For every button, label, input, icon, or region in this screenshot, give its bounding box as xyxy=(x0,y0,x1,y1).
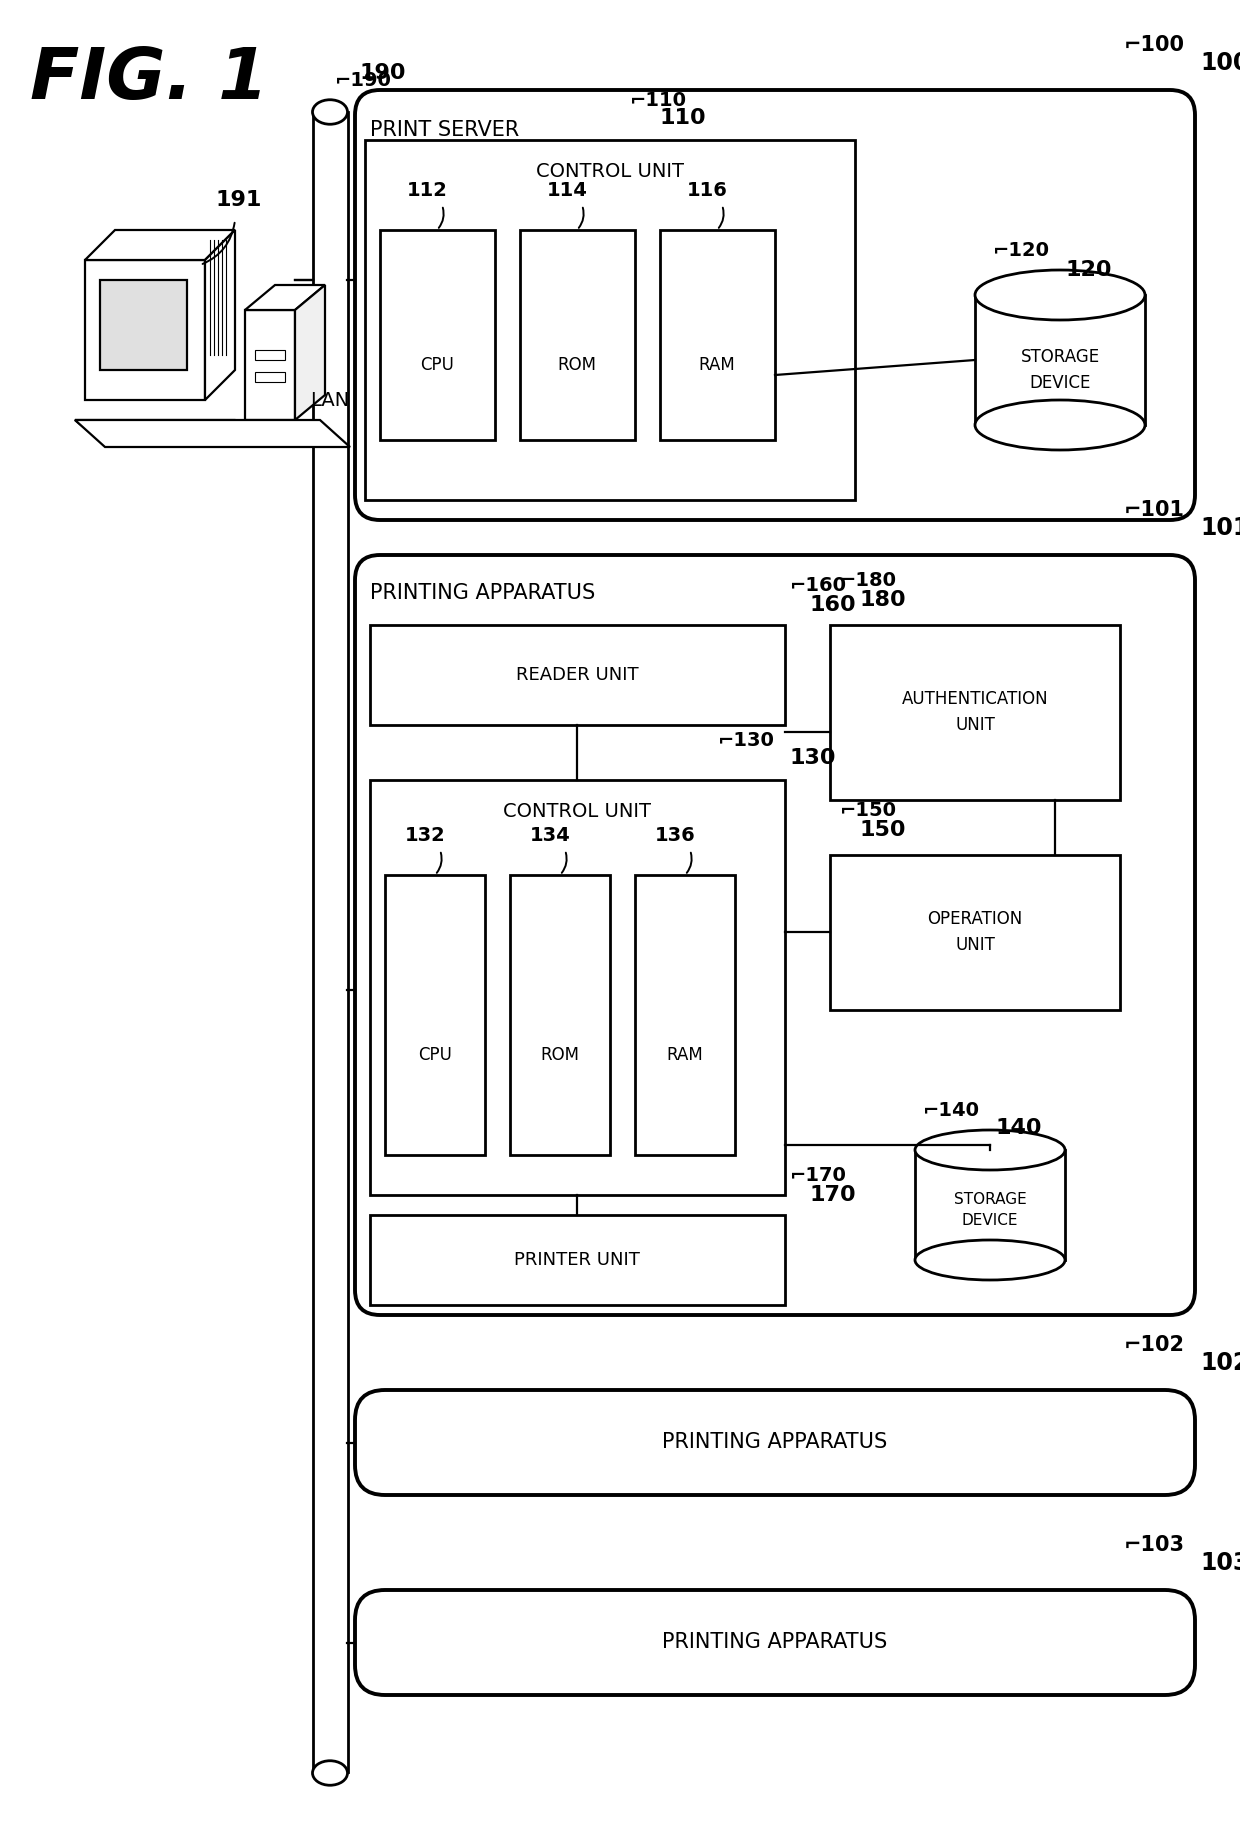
Text: RAM: RAM xyxy=(667,1046,703,1064)
Text: STORAGE
DEVICE: STORAGE DEVICE xyxy=(1021,349,1100,391)
Text: CPU: CPU xyxy=(418,1046,451,1064)
Polygon shape xyxy=(74,421,350,446)
Text: ⌐120: ⌐120 xyxy=(993,241,1050,260)
Bar xyxy=(520,230,635,441)
Text: ⌐130: ⌐130 xyxy=(718,732,775,750)
Bar xyxy=(510,874,610,1154)
Text: 130: 130 xyxy=(790,748,837,768)
Bar xyxy=(379,230,495,441)
Text: 116: 116 xyxy=(687,181,728,199)
Polygon shape xyxy=(86,230,236,260)
Text: 180: 180 xyxy=(861,591,906,611)
Text: ROM: ROM xyxy=(541,1046,579,1064)
Text: AUTHENTICATION
UNIT: AUTHENTICATION UNIT xyxy=(901,691,1048,733)
Text: 140: 140 xyxy=(994,1118,1042,1138)
Text: 120: 120 xyxy=(1065,260,1111,280)
Text: FIG. 1: FIG. 1 xyxy=(30,46,268,113)
Bar xyxy=(384,874,485,1154)
Text: PRINT SERVER: PRINT SERVER xyxy=(370,121,520,141)
Text: PRINTING APPARATUS: PRINTING APPARATUS xyxy=(662,1432,888,1452)
Text: 170: 170 xyxy=(810,1185,857,1205)
Bar xyxy=(660,230,775,441)
Ellipse shape xyxy=(915,1240,1065,1280)
Polygon shape xyxy=(246,309,295,421)
Ellipse shape xyxy=(915,1130,1065,1171)
Text: ⌐160: ⌐160 xyxy=(790,576,847,594)
Text: PRINTING APPARATUS: PRINTING APPARATUS xyxy=(370,583,595,604)
Text: 103: 103 xyxy=(1200,1551,1240,1575)
Text: 136: 136 xyxy=(655,827,696,845)
Text: LAN: LAN xyxy=(310,391,350,410)
Text: 160: 160 xyxy=(810,594,857,615)
Text: 134: 134 xyxy=(529,827,570,845)
Bar xyxy=(255,371,285,382)
Text: ⌐140: ⌐140 xyxy=(923,1101,980,1119)
Text: ⌐103: ⌐103 xyxy=(1123,1535,1185,1555)
Text: ⌐170: ⌐170 xyxy=(790,1167,847,1185)
Bar xyxy=(635,874,735,1154)
FancyBboxPatch shape xyxy=(355,554,1195,1315)
Bar xyxy=(365,141,856,499)
Text: ⌐190: ⌐190 xyxy=(335,71,392,90)
Polygon shape xyxy=(74,421,265,444)
Text: 190: 190 xyxy=(360,62,407,82)
Bar xyxy=(915,1150,1065,1260)
Text: CPU: CPU xyxy=(420,357,454,373)
Bar xyxy=(255,349,285,360)
Bar xyxy=(975,294,1145,424)
Text: 101: 101 xyxy=(1200,516,1240,540)
Polygon shape xyxy=(100,280,187,369)
Text: ROM: ROM xyxy=(558,357,596,373)
FancyBboxPatch shape xyxy=(355,90,1195,519)
Text: ⌐110: ⌐110 xyxy=(630,91,687,110)
Ellipse shape xyxy=(975,271,1145,320)
Polygon shape xyxy=(246,285,325,309)
Polygon shape xyxy=(295,285,325,421)
Text: 110: 110 xyxy=(660,108,707,128)
Text: 100: 100 xyxy=(1200,51,1240,75)
Ellipse shape xyxy=(312,1761,347,1785)
Bar xyxy=(370,779,785,1194)
Text: ⌐180: ⌐180 xyxy=(839,571,897,591)
Bar xyxy=(370,626,785,724)
Text: ⌐102: ⌐102 xyxy=(1123,1335,1185,1355)
Text: READER UNIT: READER UNIT xyxy=(516,666,639,684)
Bar xyxy=(370,1214,785,1306)
Text: 102: 102 xyxy=(1200,1352,1240,1375)
Text: 150: 150 xyxy=(861,819,906,840)
Text: PRINTER UNIT: PRINTER UNIT xyxy=(515,1251,640,1269)
Text: CONTROL UNIT: CONTROL UNIT xyxy=(503,801,651,821)
Text: RAM: RAM xyxy=(698,357,735,373)
Text: CONTROL UNIT: CONTROL UNIT xyxy=(536,163,684,181)
Text: ⌐101: ⌐101 xyxy=(1123,499,1185,519)
Text: ⌐100: ⌐100 xyxy=(1123,35,1185,55)
FancyBboxPatch shape xyxy=(355,1390,1195,1494)
Text: 114: 114 xyxy=(547,181,588,199)
FancyBboxPatch shape xyxy=(355,1589,1195,1695)
Text: 112: 112 xyxy=(407,181,448,199)
Polygon shape xyxy=(205,230,236,401)
Ellipse shape xyxy=(312,101,347,124)
Ellipse shape xyxy=(975,401,1145,450)
Text: OPERATION
UNIT: OPERATION UNIT xyxy=(928,911,1023,953)
Bar xyxy=(312,112,348,1772)
Text: 191: 191 xyxy=(215,190,262,210)
Polygon shape xyxy=(86,260,205,401)
Bar xyxy=(830,854,1120,1010)
Text: STORAGE
DEVICE: STORAGE DEVICE xyxy=(954,1193,1027,1227)
Bar xyxy=(830,626,1120,799)
Text: 132: 132 xyxy=(404,827,445,845)
Text: PRINTING APPARATUS: PRINTING APPARATUS xyxy=(662,1631,888,1652)
Text: ⌐150: ⌐150 xyxy=(839,801,897,819)
